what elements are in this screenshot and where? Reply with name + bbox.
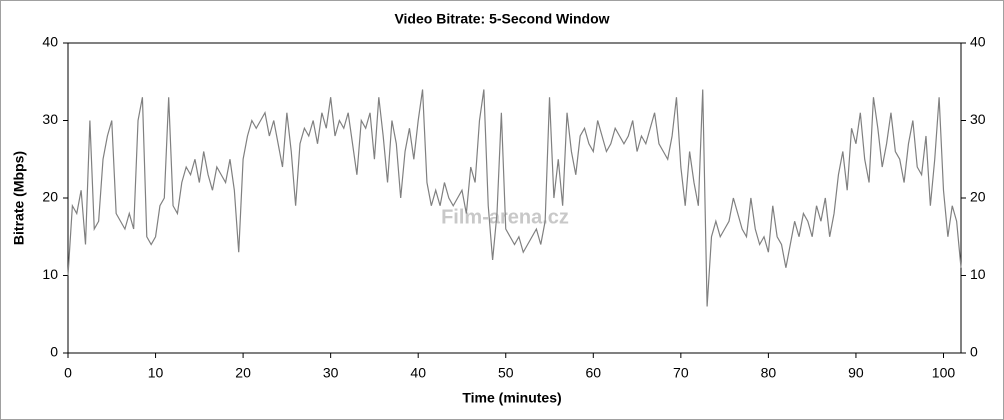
x-tick-label: 0 [64,365,72,381]
x-tick-label: 90 [848,365,864,381]
x-tick-label: 40 [410,365,426,381]
x-tick-label: 70 [673,365,689,381]
x-tick-label: 100 [932,365,956,381]
chart-title: Video Bitrate: 5-Second Window [394,11,609,27]
y-tick-label: 40 [42,34,58,50]
y2-tick-label: 30 [970,111,986,127]
y-tick-label: 20 [42,189,58,205]
y-tick-label: 0 [50,344,58,360]
y-tick-label: 10 [42,266,58,282]
y2-tick-label: 0 [970,344,978,360]
x-tick-label: 50 [498,365,514,381]
x-tick-label: 20 [235,365,251,381]
x-tick-label: 10 [148,365,164,381]
x-tick-label: 60 [586,365,602,381]
y2-tick-label: 10 [970,266,986,282]
y2-tick-label: 40 [970,34,986,50]
x-axis-label: Time (minutes) [462,390,561,406]
x-tick-label: 30 [323,365,339,381]
y-axis-label: Bitrate (Mbps) [11,151,27,245]
x-tick-label: 80 [761,365,777,381]
bitrate-line [67,89,962,307]
y2-tick-label: 20 [970,189,986,205]
y-tick-label: 30 [42,111,58,127]
